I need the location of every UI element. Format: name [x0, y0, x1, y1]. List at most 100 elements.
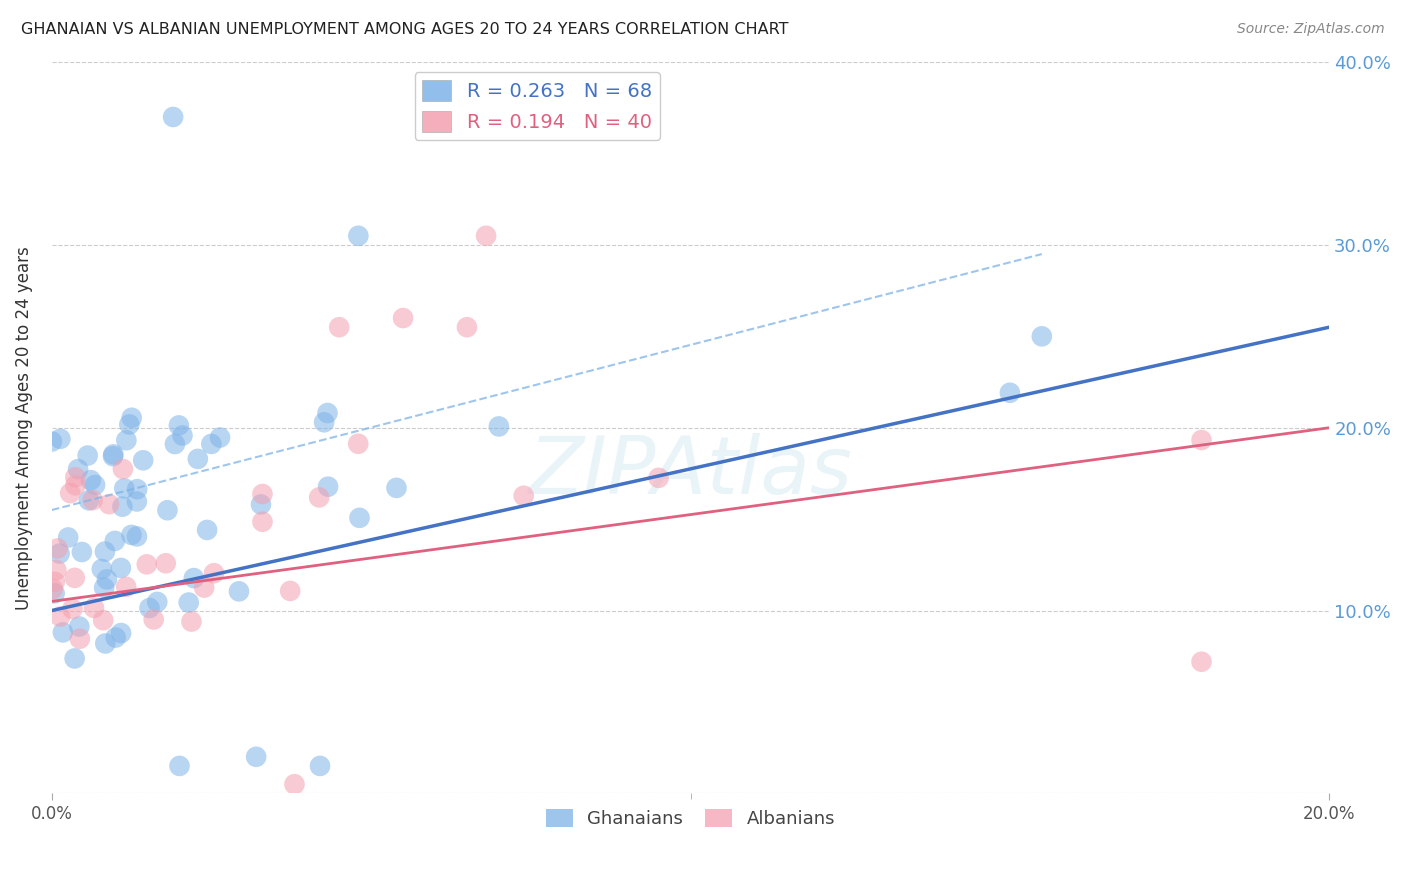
Text: Source: ZipAtlas.com: Source: ZipAtlas.com — [1237, 22, 1385, 37]
Point — [62, 602, 84, 616]
Point — [195, 523, 218, 537]
Point — [67, 462, 90, 476]
Point — [392, 311, 415, 326]
Point — [177, 596, 200, 610]
Point — [475, 228, 498, 243]
Point — [83, 601, 105, 615]
Point — [316, 480, 339, 494]
Point — [1191, 433, 1213, 447]
Point — [94, 544, 117, 558]
Point — [647, 471, 669, 485]
Point — [347, 228, 370, 243]
Point — [49, 432, 72, 446]
Point — [132, 453, 155, 467]
Point — [349, 511, 371, 525]
Point — [103, 447, 125, 461]
Point — [167, 418, 190, 433]
Point — [193, 581, 215, 595]
Point — [98, 497, 121, 511]
Point — [283, 777, 305, 791]
Point — [76, 449, 98, 463]
Point — [80, 473, 103, 487]
Point — [45, 563, 67, 577]
Point — [115, 434, 138, 448]
Point — [142, 612, 165, 626]
Point — [202, 566, 225, 581]
Point — [135, 558, 157, 572]
Point — [120, 528, 142, 542]
Point — [91, 613, 114, 627]
Point — [125, 494, 148, 508]
Point — [125, 529, 148, 543]
Point — [118, 417, 141, 432]
Point — [96, 573, 118, 587]
Point — [250, 497, 273, 511]
Point — [1191, 655, 1213, 669]
Point — [278, 583, 301, 598]
Point — [309, 759, 332, 773]
Point — [156, 503, 179, 517]
Point — [67, 619, 90, 633]
Point — [59, 486, 82, 500]
Point — [228, 584, 250, 599]
Point — [41, 434, 63, 449]
Point — [84, 478, 107, 492]
Point — [48, 547, 70, 561]
Point — [94, 636, 117, 650]
Point — [110, 561, 132, 575]
Point — [187, 451, 209, 466]
Point — [146, 595, 169, 609]
Point — [56, 531, 79, 545]
Point — [209, 430, 232, 444]
Point — [46, 541, 69, 556]
Point — [65, 478, 87, 492]
Point — [44, 574, 66, 589]
Point — [172, 428, 194, 442]
Point — [112, 482, 135, 496]
Point — [200, 437, 222, 451]
Point — [252, 487, 274, 501]
Point — [42, 582, 65, 596]
Point — [314, 415, 336, 429]
Point — [70, 545, 93, 559]
Legend: Ghanaians, Albanians: Ghanaians, Albanians — [538, 802, 842, 836]
Point — [308, 491, 330, 505]
Point — [77, 493, 100, 508]
Point — [65, 470, 87, 484]
Point — [63, 571, 86, 585]
Point — [82, 493, 104, 508]
Point — [44, 586, 66, 600]
Point — [252, 515, 274, 529]
Point — [162, 110, 184, 124]
Point — [347, 436, 370, 450]
Point — [69, 632, 91, 646]
Point — [93, 581, 115, 595]
Point — [180, 615, 202, 629]
Point — [316, 406, 339, 420]
Point — [104, 631, 127, 645]
Point — [169, 759, 191, 773]
Point — [111, 500, 134, 514]
Point — [456, 320, 478, 334]
Text: GHANAIAN VS ALBANIAN UNEMPLOYMENT AMONG AGES 20 TO 24 YEARS CORRELATION CHART: GHANAIAN VS ALBANIAN UNEMPLOYMENT AMONG … — [21, 22, 789, 37]
Point — [183, 571, 205, 585]
Point — [155, 556, 177, 570]
Point — [49, 609, 72, 624]
Point — [101, 449, 124, 463]
Point — [115, 580, 138, 594]
Point — [90, 562, 112, 576]
Point — [245, 749, 267, 764]
Point — [328, 320, 350, 334]
Point — [138, 601, 160, 615]
Y-axis label: Unemployment Among Ages 20 to 24 years: Unemployment Among Ages 20 to 24 years — [15, 246, 32, 609]
Point — [385, 481, 408, 495]
Point — [52, 625, 75, 640]
Point — [110, 626, 132, 640]
Point — [121, 410, 143, 425]
Point — [488, 419, 510, 434]
Point — [998, 385, 1021, 400]
Point — [104, 533, 127, 548]
Point — [63, 651, 86, 665]
Text: ZIPAtlas: ZIPAtlas — [529, 433, 852, 510]
Point — [127, 482, 149, 496]
